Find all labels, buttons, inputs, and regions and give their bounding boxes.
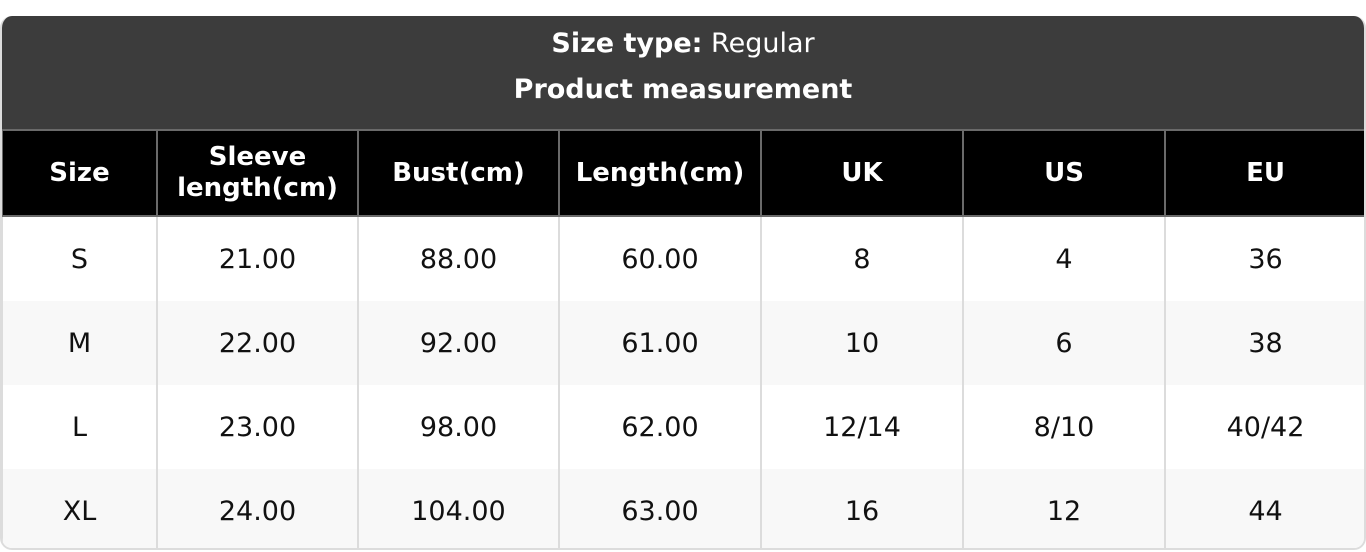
- table-cell: 98.00: [357, 385, 560, 469]
- table-cell: 104.00: [357, 469, 560, 548]
- column-header: US: [962, 129, 1166, 217]
- table-cell: L: [2, 385, 158, 469]
- table-cell: 6: [962, 301, 1166, 385]
- header-row: Size Sleeve length(cm) Bust(cm) Length(cm) U…: [2, 129, 1364, 217]
- table-cell: 63.00: [558, 469, 762, 548]
- table-row: XL 24.00 104.00 63.00 16 12 44: [2, 469, 1364, 548]
- table-cell: 40/42: [1164, 385, 1364, 469]
- table-cell: 8: [760, 216, 964, 301]
- table-cell: 21.00: [156, 216, 359, 301]
- table-cell: S: [2, 216, 158, 301]
- column-header: Length(cm): [558, 129, 762, 217]
- table-cell: 23.00: [156, 385, 359, 469]
- table-cell: 12/14: [760, 385, 964, 469]
- table-cell: 62.00: [558, 385, 762, 469]
- column-header: EU: [1164, 129, 1364, 217]
- chart-title-bar: Size type: Regular Product measurement: [2, 16, 1364, 129]
- table-cell: 4: [962, 216, 1166, 301]
- table-cell: 92.00: [357, 301, 560, 385]
- size-type-label: Size type:: [551, 28, 703, 59]
- table-row: L 23.00 98.00 62.00 12/14 8/10 40/42: [2, 385, 1364, 469]
- table-cell: 8/10: [962, 385, 1166, 469]
- column-header: UK: [760, 129, 964, 217]
- table-cell: 16: [760, 469, 964, 548]
- table-cell: 88.00: [357, 216, 560, 301]
- column-header: Bust(cm): [357, 129, 560, 217]
- table-cell: XL: [2, 469, 158, 548]
- subtitle: Product measurement: [513, 74, 853, 105]
- measurement-table: Size Sleeve length(cm) Bust(cm) Length(cm) U…: [2, 129, 1364, 548]
- size-type-value: Regular: [711, 28, 815, 59]
- table-cell: M: [2, 301, 158, 385]
- table-cell: 60.00: [558, 216, 762, 301]
- column-header: Sleeve length(cm): [156, 129, 359, 217]
- table-cell: 22.00: [156, 301, 359, 385]
- size-chart: Size type: Regular Product measurement S…: [0, 16, 1366, 550]
- table-row: S 21.00 88.00 60.00 8 4 36: [2, 216, 1364, 301]
- table-row: M 22.00 92.00 61.00 10 6 38: [2, 301, 1364, 385]
- table-cell: 24.00: [156, 469, 359, 548]
- column-header: Size: [2, 129, 158, 217]
- table-cell: 38: [1164, 301, 1364, 385]
- table-cell: 61.00: [558, 301, 762, 385]
- table-cell: 44: [1164, 469, 1364, 548]
- table-cell: 36: [1164, 216, 1364, 301]
- table-cell: 12: [962, 469, 1166, 548]
- size-type: Size type: Regular: [2, 16, 1364, 70]
- table-cell: 10: [760, 301, 964, 385]
